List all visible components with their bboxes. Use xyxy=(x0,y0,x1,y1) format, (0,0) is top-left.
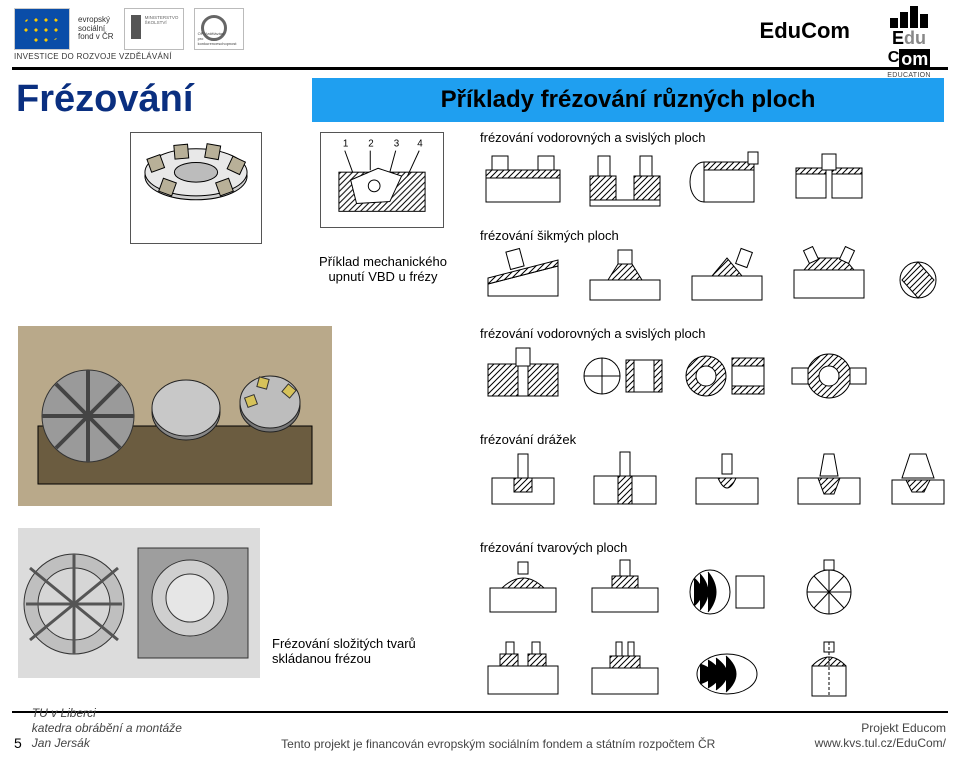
draw-2e xyxy=(886,246,950,308)
face-mill-figure xyxy=(130,132,262,244)
row1-caption: frézování vodorovných a svislých ploch xyxy=(480,130,705,145)
draw-5a xyxy=(478,558,568,620)
footer-center: Tento projekt je financován evropským so… xyxy=(182,737,815,751)
draw-3b xyxy=(580,344,670,406)
draw-5c xyxy=(682,558,772,620)
draw-6a xyxy=(478,640,568,702)
draw-5d xyxy=(784,558,874,620)
draw-6b xyxy=(580,640,670,702)
invest-tagline: INVESTICE DO ROZVOJE VZDĚLÁVÁNÍ xyxy=(14,52,172,61)
affil-line3: Jan Jersák xyxy=(32,736,182,751)
draw-4b xyxy=(580,450,670,512)
eu-flag-icon xyxy=(14,8,70,50)
svg-text:2: 2 xyxy=(368,139,373,150)
mech-caption: Příklad mechanického upnutí VBD u frézy xyxy=(298,254,468,284)
composite-caption: Frézování složitých tvarů skládanou fréz… xyxy=(272,636,462,666)
row4-caption: frézování drážek xyxy=(480,432,576,447)
title-rule xyxy=(12,67,948,70)
brand-title: EduCom xyxy=(760,18,850,44)
affiliation: TU v Liberci katedra obrábění a montáže … xyxy=(32,706,182,751)
row3-caption: frézování vodorovných a svislých ploch xyxy=(480,326,705,341)
insert-diagram-figure: 1 2 3 4 xyxy=(320,132,444,228)
draw-1c xyxy=(682,148,772,210)
draw-1d xyxy=(784,148,874,210)
msmt-logo xyxy=(124,8,184,50)
draw-3d xyxy=(784,344,874,406)
draw-4c xyxy=(682,450,772,512)
draw-1a xyxy=(478,148,568,210)
draw-2c xyxy=(682,246,772,308)
esf-text: evropský sociální fond v ČR xyxy=(78,16,114,42)
header-logos: evropský sociální fond v ČR OP Vzděláván… xyxy=(14,8,244,50)
draw-5b xyxy=(580,558,670,620)
subtitle-bar: Příklady frézování různých ploch xyxy=(312,78,944,122)
draw-3c xyxy=(682,344,772,406)
esf-logo: evropský sociální fond v ČR xyxy=(14,8,114,50)
svg-text:4: 4 xyxy=(417,139,423,150)
opvk-text: OP Vzdělávání pro konkurenceschopnost xyxy=(198,31,243,46)
drawing-row-4 xyxy=(478,450,950,512)
draw-3a xyxy=(478,344,568,406)
opvk-logo: OP Vzdělávání pro konkurenceschopnost xyxy=(194,8,244,50)
row5-caption: frézování tvarových ploch xyxy=(480,540,627,555)
setup-photo-1 xyxy=(18,326,332,506)
draw-4e xyxy=(886,450,950,512)
brand-logo: Edu Com EDUCATION COMPANY xyxy=(868,6,950,66)
affil-line1: TU v Liberci xyxy=(32,706,182,721)
footer-right: Projekt Educom www.kvs.tul.cz/EduCom/ xyxy=(815,721,946,751)
draw-2d xyxy=(784,246,874,308)
draw-4a xyxy=(478,450,568,512)
draw-1b xyxy=(580,148,670,210)
affil-line2: katedra obrábění a montáže xyxy=(32,721,182,736)
drawing-row-5 xyxy=(478,558,874,620)
draw-4d xyxy=(784,450,874,512)
svg-text:3: 3 xyxy=(394,139,400,150)
page-number: 5 xyxy=(14,735,22,751)
row2-caption: frézování šikmých ploch xyxy=(480,228,619,243)
svg-text:1: 1 xyxy=(343,139,348,150)
project-url: www.kvs.tul.cz/EduCom/ xyxy=(815,736,946,751)
draw-2b xyxy=(580,246,670,308)
draw-6d xyxy=(784,640,874,702)
draw-6c xyxy=(682,640,772,702)
drawing-row-2 xyxy=(478,246,950,308)
drawing-row-1 xyxy=(478,148,874,210)
setup-photo-2 xyxy=(18,528,260,678)
footer: 5 TU v Liberci katedra obrábění a montáž… xyxy=(0,706,960,751)
draw-2a xyxy=(478,246,568,308)
project-name: Projekt Educom xyxy=(815,721,946,736)
drawing-row-3 xyxy=(478,344,874,406)
page-title: Frézování xyxy=(16,78,193,121)
drawing-row-6 xyxy=(478,640,874,702)
